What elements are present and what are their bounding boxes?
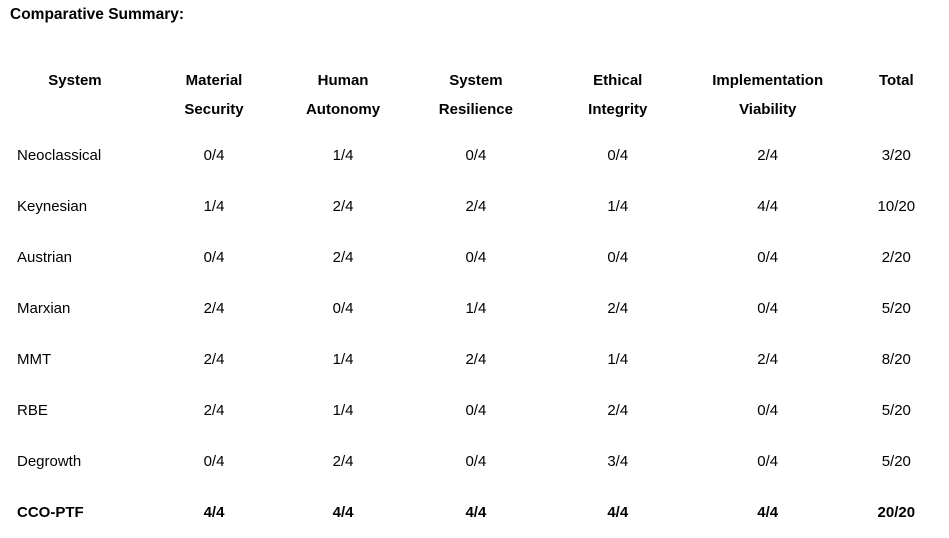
cell-system: Austrian: [17, 249, 73, 266]
column-header-line: Autonomy: [305, 101, 381, 118]
cell-ethical-integrity: 4/4: [607, 504, 629, 521]
cell-ethical-integrity: 1/4: [607, 351, 629, 368]
cell-material-security: 0/4: [203, 147, 225, 164]
column-header-line: Security: [184, 101, 244, 118]
cell-system-resilience: 1/4: [465, 300, 487, 317]
column-header-line: Viability: [739, 101, 797, 118]
cell-total: 2/20: [881, 249, 911, 266]
cell-system: Neoclassical: [17, 147, 102, 164]
cell-ethical-integrity: 0/4: [607, 249, 629, 266]
cell-system: RBE: [17, 402, 48, 419]
cell-system: Marxian: [17, 300, 71, 317]
cell-human-autonomy: 2/4: [332, 249, 354, 266]
cell-ethical-integrity: 2/4: [607, 402, 629, 419]
cell-human-autonomy: 1/4: [332, 351, 354, 368]
cell-system: Degrowth: [17, 453, 82, 470]
column-header-system-resilience: System Resilience: [408, 66, 544, 146]
column-header-line: Total: [878, 72, 914, 89]
page-title: Comparative Summary:: [10, 6, 185, 23]
cell-system-resilience: 4/4: [465, 504, 487, 521]
table-row-cco-ptf: CCO-PTF 4/4 4/4 4/4 4/4 4/4 20/20: [0, 503, 949, 538]
table-row-neoclassical: Neoclassical 0/4 1/4 0/4 0/4 2/4 3/20: [0, 146, 949, 197]
column-header-line: Material: [185, 72, 243, 89]
cell-system: MMT: [17, 351, 52, 368]
cell-system: Keynesian: [17, 198, 88, 215]
table-row-mmt: MMT 2/4 1/4 2/4 1/4 2/4 8/20: [0, 350, 949, 401]
cell-implementation-viability: 0/4: [757, 249, 779, 266]
cell-ethical-integrity: 0/4: [607, 147, 629, 164]
cell-system-resilience: 0/4: [465, 147, 487, 164]
cell-system-resilience: 2/4: [465, 351, 487, 368]
table-row-marxian: Marxian 2/4 0/4 1/4 2/4 0/4 5/20: [0, 299, 949, 350]
cell-human-autonomy: 4/4: [332, 504, 354, 521]
cell-material-security: 2/4: [203, 300, 225, 317]
column-header-material-security: Material Security: [150, 66, 278, 146]
cell-material-security: 1/4: [203, 198, 225, 215]
cell-human-autonomy: 2/4: [332, 453, 354, 470]
cell-system-resilience: 2/4: [465, 198, 487, 215]
column-header-line: Implementation: [712, 72, 824, 89]
cell-human-autonomy: 1/4: [332, 402, 354, 419]
table-row-austrian: Austrian 0/4 2/4 0/4 0/4 0/4 2/20: [0, 248, 949, 299]
cell-total: 5/20: [881, 453, 911, 470]
column-header-line: System: [449, 72, 503, 89]
cell-implementation-viability: 4/4: [757, 198, 779, 215]
cell-ethical-integrity: 1/4: [607, 198, 629, 215]
cell-material-security: 0/4: [203, 453, 225, 470]
table-row-degrowth: Degrowth 0/4 2/4 0/4 3/4 0/4 5/20: [0, 452, 949, 503]
cell-material-security: 4/4: [203, 504, 225, 521]
column-header-line: Ethical: [593, 72, 643, 89]
cell-system: CCO-PTF: [17, 504, 84, 521]
table-header-row: System Material Security Human Autonomy Syste…: [0, 66, 949, 146]
column-header-system: System: [0, 66, 150, 146]
column-header-line: Human: [317, 72, 369, 89]
column-header-line: Resilience: [438, 101, 513, 118]
table-row-rbe: RBE 2/4 1/4 0/4 2/4 0/4 5/20: [0, 401, 949, 452]
cell-implementation-viability: 0/4: [757, 300, 779, 317]
cell-implementation-viability: 0/4: [757, 402, 779, 419]
comparative-summary-table: System Material Security Human Autonomy Syste…: [0, 66, 949, 538]
cell-human-autonomy: 2/4: [332, 198, 354, 215]
column-header-human-autonomy: Human Autonomy: [278, 66, 408, 146]
cell-implementation-viability: 2/4: [757, 351, 779, 368]
cell-total: 8/20: [881, 351, 911, 368]
cell-total: 20/20: [877, 504, 916, 521]
cell-total: 5/20: [881, 300, 911, 317]
column-header-implementation-viability: Implementation Viability: [692, 66, 844, 146]
cell-material-security: 0/4: [203, 249, 225, 266]
cell-implementation-viability: 0/4: [757, 453, 779, 470]
cell-human-autonomy: 1/4: [332, 147, 354, 164]
column-header-total: Total: [844, 66, 949, 146]
cell-material-security: 2/4: [203, 351, 225, 368]
cell-human-autonomy: 0/4: [332, 300, 354, 317]
table-row-keynesian: Keynesian 1/4 2/4 2/4 1/4 4/4 10/20: [0, 197, 949, 248]
cell-implementation-viability: 4/4: [757, 504, 779, 521]
cell-system-resilience: 0/4: [465, 453, 487, 470]
cell-total: 3/20: [881, 147, 911, 164]
cell-total: 10/20: [877, 198, 916, 215]
cell-implementation-viability: 2/4: [757, 147, 779, 164]
column-header-ethical-integrity: Ethical Integrity: [544, 66, 692, 146]
cell-system-resilience: 0/4: [465, 402, 487, 419]
cell-material-security: 2/4: [203, 402, 225, 419]
cell-system-resilience: 0/4: [465, 249, 487, 266]
column-header-line: Integrity: [588, 101, 648, 118]
column-header-line: System: [48, 72, 102, 89]
cell-ethical-integrity: 3/4: [607, 453, 629, 470]
cell-total: 5/20: [881, 402, 911, 419]
cell-ethical-integrity: 2/4: [607, 300, 629, 317]
